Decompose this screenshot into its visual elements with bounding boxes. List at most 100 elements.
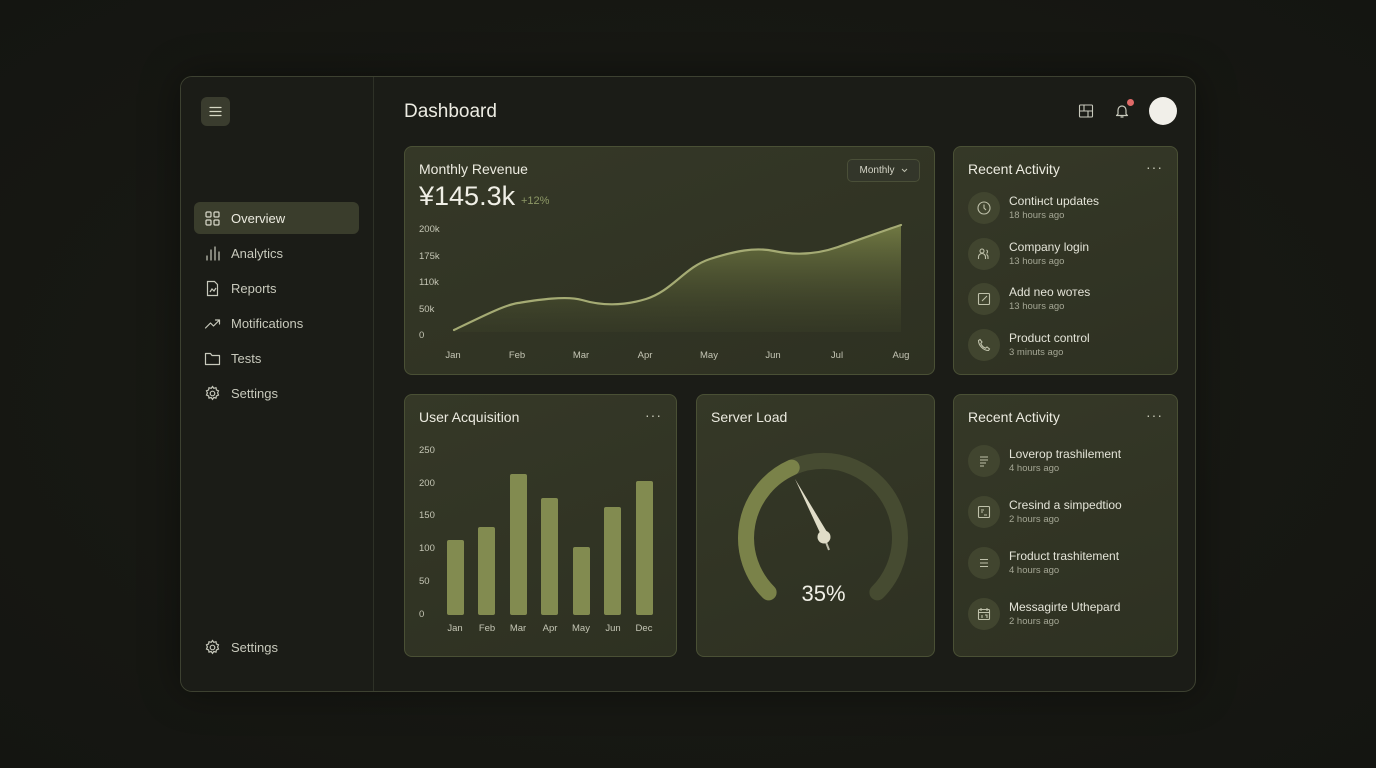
recent-activity-card-top: Recent Activity ··· Contінct updates 18 … (953, 146, 1178, 375)
activity-time: 2 hours ago (1009, 615, 1060, 627)
y-tick: 100 (419, 543, 435, 554)
sidebar-item-motifications[interactable]: Motifications (194, 307, 359, 339)
activity-title: Contінct updates (1009, 193, 1100, 208)
x-tick: Jan (447, 623, 463, 634)
more-options-button[interactable]: ··· (645, 407, 662, 423)
page-title: Dashboard (404, 101, 497, 122)
activity-title: Loverop trashilement (1009, 446, 1122, 461)
activity-title: Cresind a simpedtioo (1009, 497, 1122, 512)
activity-icon (968, 547, 1000, 579)
revenue-value: ¥145.3k (419, 181, 516, 211)
notifications-button[interactable] (1113, 99, 1134, 120)
y-tick: 250 (419, 445, 435, 456)
activity-item[interactable]: Loverop trashilement 4 hours ago (968, 445, 1121, 477)
main-content: Dashboard Monthly Revenue Monthly (374, 77, 1195, 691)
sidebar-item-reports[interactable]: Reports (194, 272, 359, 304)
server-load-gauge (738, 452, 908, 601)
gear-icon (205, 384, 220, 400)
revenue-area-chart (452, 223, 903, 332)
bar-apr[interactable] (541, 498, 558, 615)
app-window: Overview Analytics Reports Motifications (180, 76, 1196, 692)
sidebar-item-label: Tests (231, 350, 262, 366)
x-tick: Mar (572, 350, 590, 361)
sidebar-item-tests[interactable]: Tests (194, 342, 359, 374)
card-title: Monthly Revenue (419, 161, 528, 177)
notification-badge (1127, 99, 1134, 106)
activity-time: 4 hours ago (1009, 564, 1060, 576)
folder-icon (204, 352, 221, 365)
activity-icon (968, 192, 1000, 224)
card-title: Recent Activity (968, 409, 1060, 425)
bar-jun[interactable] (604, 507, 621, 615)
sidebar-item-label: Settings (231, 639, 278, 655)
user-acquisition-card: User Acquisition ··· 250 200 150 100 50 … (404, 394, 677, 657)
sidebar-item-analytics[interactable]: Analytics (194, 237, 359, 269)
layout-button[interactable] (1077, 102, 1095, 120)
activity-item[interactable]: Product control 3 minuts ago (968, 329, 1090, 361)
x-tick: Jun (605, 623, 621, 634)
activity-icon (968, 329, 1000, 361)
more-options-button[interactable]: ··· (1146, 159, 1163, 175)
server-load-value: 35% (801, 581, 846, 606)
x-tick: Jul (830, 350, 844, 361)
activity-icon (968, 598, 1000, 630)
y-tick: 150 (419, 510, 435, 521)
sidebar-nav: Overview Analytics Reports Motifications (194, 202, 359, 412)
sidebar-item-label: Overview (231, 210, 286, 226)
trend-icon (204, 318, 221, 329)
y-tick: 0 (419, 609, 425, 620)
phone-icon (977, 338, 991, 352)
activity-icon (968, 283, 1000, 315)
activity-item[interactable]: Froduct trashitement 4 hours ago (968, 547, 1119, 579)
activity-icon (968, 496, 1000, 528)
activity-item[interactable]: Cresind a simpedtioo 2 hours ago (968, 496, 1122, 528)
report-icon (206, 280, 219, 296)
bar-may[interactable] (573, 547, 590, 615)
activity-item[interactable]: Contінct updates 18 hours ago (968, 192, 1099, 224)
bell-icon (1115, 105, 1129, 118)
sidebar-item-settings-bottom[interactable]: Settings (194, 631, 359, 663)
activity-title: Messagirte Uthepard (1009, 599, 1121, 614)
bar-mar[interactable] (510, 474, 527, 615)
avatar[interactable] (1149, 97, 1177, 125)
card-title: Recent Activity (968, 161, 1060, 177)
bar-feb[interactable] (478, 527, 495, 615)
recent-activity-card-bottom: Recent Activity ··· Loverop trashilement… (953, 394, 1178, 657)
x-tick: Aug (892, 350, 910, 361)
activity-time: 4 hours ago (1009, 462, 1060, 474)
x-tick: Mar (509, 623, 527, 634)
more-options-button[interactable]: ··· (1146, 407, 1163, 423)
activity-title: Product control (1009, 330, 1090, 345)
menu-toggle-button[interactable] (201, 97, 230, 126)
activity-item[interactable]: Messagirte Uthepard 2 hours ago (968, 598, 1120, 630)
activity-item[interactable]: Add neo wотes 13 hours ago (968, 283, 1090, 315)
activity-title: Add neo wотes (1009, 284, 1091, 299)
image-icon (977, 505, 991, 519)
activity-icon (968, 445, 1000, 477)
x-tick: Feb (508, 350, 526, 361)
activity-time: 13 hours ago (1009, 300, 1065, 312)
chevron-down-icon (901, 168, 907, 173)
card-title: Server Load (711, 409, 788, 425)
edit-icon (977, 292, 991, 306)
x-tick: May (700, 350, 718, 361)
y-tick: 0 (419, 330, 425, 341)
y-tick: 50 (419, 576, 430, 587)
grid-icon (205, 210, 220, 226)
bar-dec[interactable] (636, 481, 653, 615)
activity-item[interactable]: Company login 13 hours ago (968, 238, 1089, 270)
sidebar-item-settings[interactable]: Settings (194, 377, 359, 409)
dropdown-value: Monthly (859, 165, 895, 176)
y-tick: 200 (419, 478, 435, 489)
period-dropdown[interactable]: Monthly (847, 159, 920, 182)
x-tick: Feb (478, 623, 496, 634)
sidebar: Overview Analytics Reports Motifications (181, 77, 374, 691)
activity-time: 2 hours ago (1009, 513, 1060, 525)
bar-jan[interactable] (447, 540, 464, 615)
sidebar-item-overview[interactable]: Overview (194, 202, 359, 234)
activity-title: Froduct trashitement (1009, 548, 1120, 563)
gear-icon (205, 638, 220, 654)
hamburger-icon (209, 106, 222, 117)
clock-icon (977, 201, 991, 215)
list-icon (980, 558, 988, 568)
